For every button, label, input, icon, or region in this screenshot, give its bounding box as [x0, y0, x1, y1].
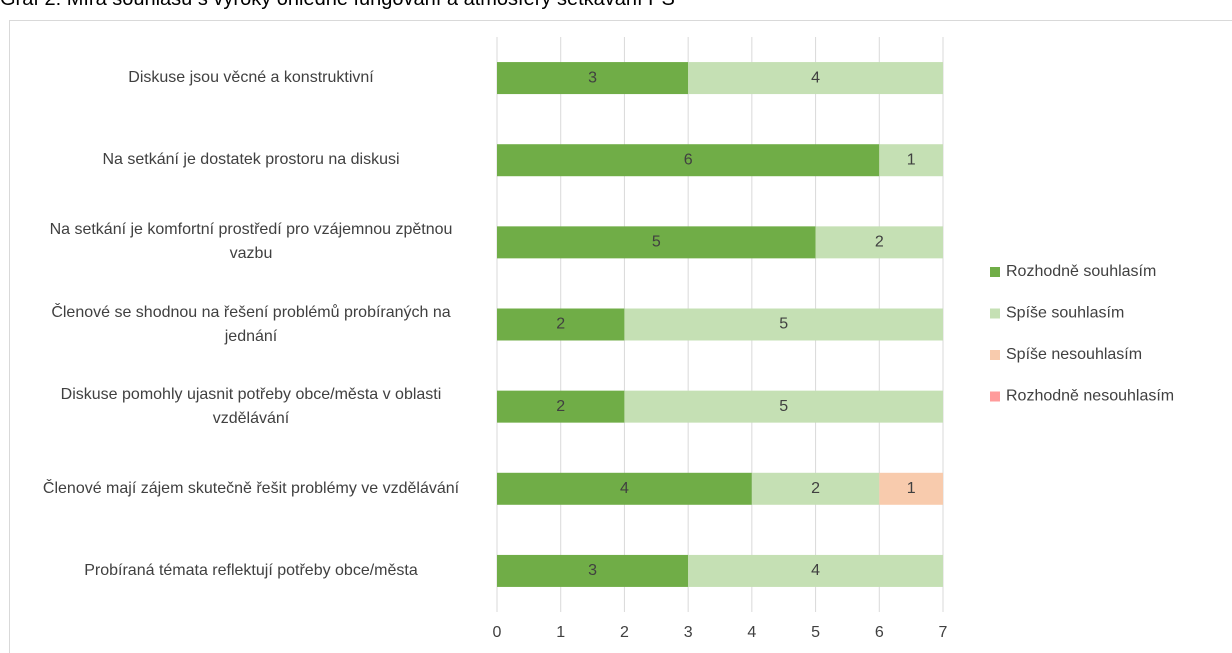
- data-label: 5: [652, 234, 661, 251]
- data-label: 1: [907, 480, 916, 497]
- bar-segment: [497, 226, 816, 259]
- data-label: 2: [556, 316, 565, 333]
- data-label: 4: [811, 562, 820, 579]
- bar-segment: [497, 144, 880, 177]
- data-label: 2: [556, 398, 565, 415]
- x-tick-label: 6: [875, 624, 884, 641]
- legend-label: Spíše nesouhlasím: [1006, 346, 1142, 363]
- chart-title: Graf 2: Míra souhlasu s výroky ohledně f…: [0, 0, 675, 11]
- x-tick-label: 3: [684, 624, 693, 641]
- y-tick-label: Probíraná témata reflektují potřeby obce…: [84, 561, 418, 579]
- bar-segment: [815, 226, 943, 259]
- x-tick-label: 2: [620, 624, 629, 641]
- y-tick-label: Členové mají zájem skutečně řešit problé…: [42, 479, 460, 497]
- data-label: 5: [779, 316, 788, 333]
- x-tick-label: 4: [747, 624, 756, 641]
- data-label: 4: [811, 69, 820, 86]
- y-tick-label: Na setkání je komfortní prostředí pro vz…: [49, 221, 453, 263]
- x-tick-label: 7: [939, 624, 948, 641]
- data-label: 3: [588, 562, 597, 579]
- legend-swatch: [990, 308, 1000, 319]
- legend-swatch: [990, 350, 1000, 360]
- bar-segment: [688, 554, 943, 587]
- x-tick-label: 1: [556, 624, 565, 641]
- bar-segment: [879, 144, 943, 177]
- data-label: 5: [779, 398, 788, 415]
- y-tick-label: Diskuse jsou věcné a konstruktivní: [128, 69, 374, 87]
- bar-segment: [497, 308, 625, 341]
- x-tick-label: 5: [811, 624, 820, 641]
- bar-segment: [624, 390, 943, 423]
- data-label: 3: [588, 69, 597, 86]
- bar-segment: [497, 472, 752, 505]
- data-label: 2: [811, 480, 820, 497]
- bar-segment: [624, 308, 943, 341]
- bar-segment: [751, 472, 880, 505]
- legend-label: Spíše souhlasím: [1006, 305, 1124, 322]
- chart-border: [9, 20, 1232, 653]
- bar-segment: [497, 390, 625, 423]
- x-tick-label: 0: [493, 624, 502, 641]
- bar-segment: [688, 62, 943, 95]
- data-label: 1: [907, 151, 916, 168]
- y-tick-label: Diskuse pomohly ujasnit potřeby obce/měs…: [60, 385, 442, 427]
- y-tick-label: Členové se shodnou na řešení problémů pr…: [51, 303, 451, 345]
- bar-segment: [879, 472, 943, 505]
- bar-segment: [497, 554, 689, 587]
- legend-label: Rozhodně nesouhlasím: [1006, 388, 1174, 405]
- legend-swatch: [990, 391, 1000, 402]
- y-tick-label: Na setkání je dostatek prostoru na disku…: [102, 151, 400, 169]
- legend-label: Rozhodně souhlasím: [1006, 263, 1156, 280]
- data-label: 4: [620, 480, 629, 497]
- data-label: 2: [875, 234, 884, 251]
- data-label: 6: [684, 151, 693, 168]
- bar-segment: [497, 62, 689, 95]
- legend-swatch: [990, 267, 1000, 277]
